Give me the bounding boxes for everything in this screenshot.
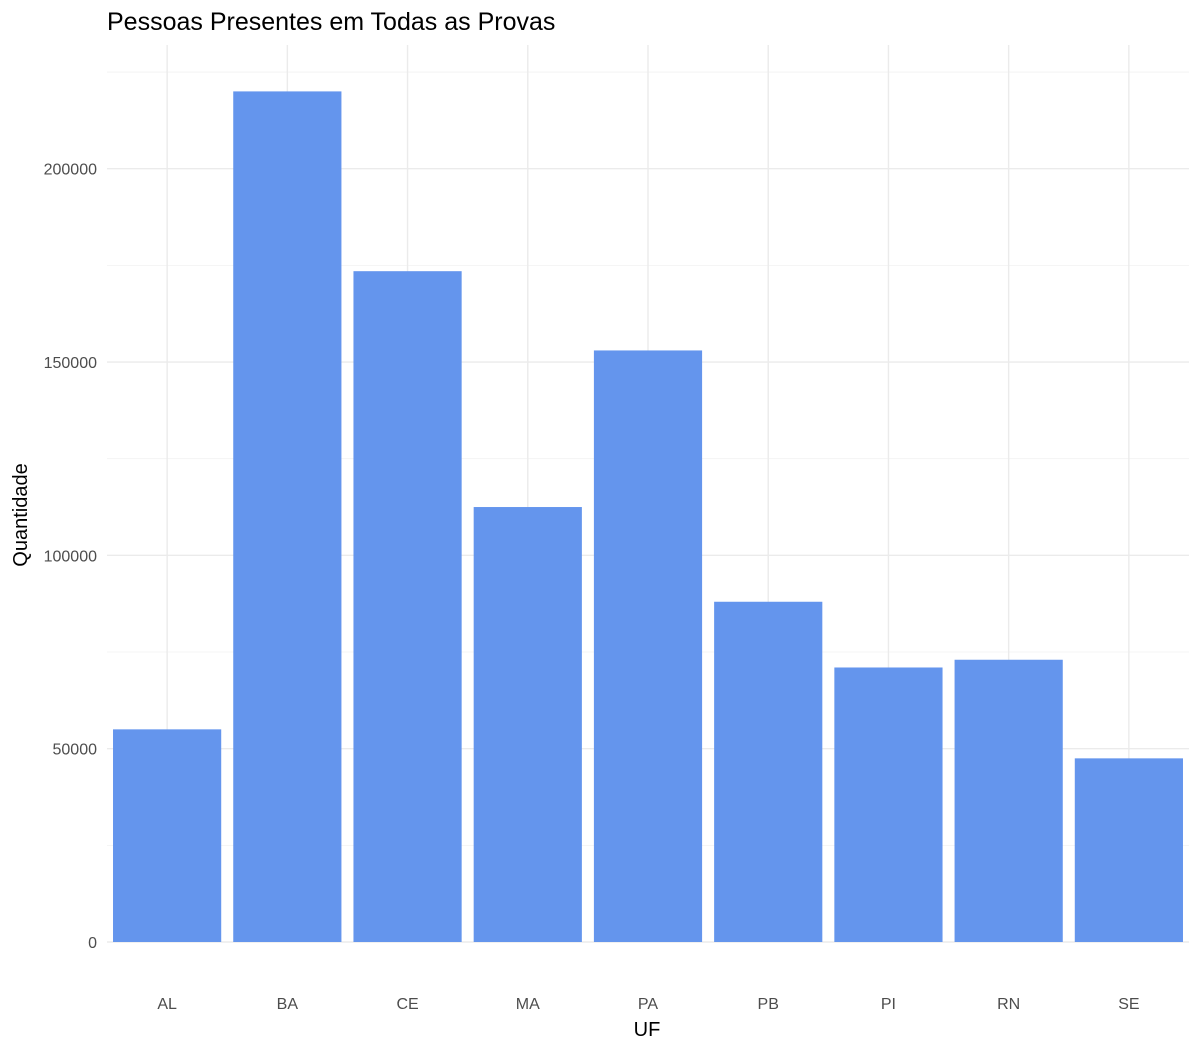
bar-ba <box>233 91 342 943</box>
bar-al <box>113 729 222 942</box>
x-tick-label: PB <box>758 996 779 1013</box>
y-tick-label: 50000 <box>53 742 98 759</box>
bar-se <box>1074 758 1183 942</box>
bar-pi <box>834 667 943 942</box>
y-axis-ticks: 0 50000 100000 150000 200000 <box>44 162 97 952</box>
y-tick-label: 200000 <box>44 162 97 179</box>
x-axis-ticks: AL BA CE MA PA PB PI RN SE <box>157 996 1139 1013</box>
x-tick-label: RN <box>997 996 1020 1013</box>
x-tick-label: BA <box>277 996 299 1013</box>
y-tick-label: 150000 <box>44 355 97 372</box>
bar-pa <box>593 350 703 942</box>
x-axis-title: UF <box>634 1019 661 1041</box>
x-tick-label: PI <box>881 996 896 1013</box>
y-tick-label: 0 <box>88 935 97 952</box>
x-tick-label: AL <box>157 996 177 1013</box>
bar-pb <box>714 601 823 942</box>
x-tick-label: SE <box>1118 996 1139 1013</box>
x-tick-label: PA <box>638 996 658 1013</box>
bar-ce <box>353 271 462 942</box>
x-tick-label: CE <box>396 996 418 1013</box>
y-axis-title: Quantidade <box>10 463 32 566</box>
bar-rn <box>954 659 1063 942</box>
x-tick-label: MA <box>516 996 540 1013</box>
bars <box>113 91 1183 943</box>
bar-ma <box>473 507 582 942</box>
chart-title: Pessoas Presentes em Todas as Provas <box>107 8 555 36</box>
y-tick-label: 100000 <box>44 548 97 565</box>
